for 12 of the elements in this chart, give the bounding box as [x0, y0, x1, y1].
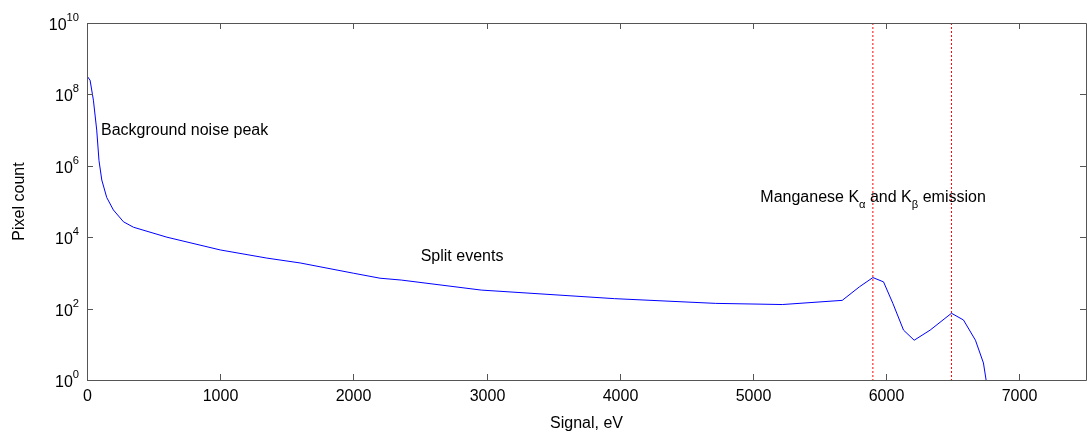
x-axis-title: Signal, eV [550, 414, 624, 432]
y-axis-title: Pixel count [10, 161, 28, 241]
x-tick-label: 5000 [735, 387, 772, 405]
annotation: Background noise peak [100, 120, 270, 138]
x-tick-label: 6000 [868, 387, 905, 405]
x-tick-label: 2000 [335, 387, 372, 405]
x-tick-label: 0 [83, 387, 93, 405]
x-tick-label: 7000 [1001, 387, 1038, 405]
annotation: Split events [420, 247, 504, 265]
x-tick-label: 1000 [202, 387, 239, 405]
x-tick-label: 4000 [602, 387, 639, 405]
x-tick-label: 3000 [469, 387, 506, 405]
